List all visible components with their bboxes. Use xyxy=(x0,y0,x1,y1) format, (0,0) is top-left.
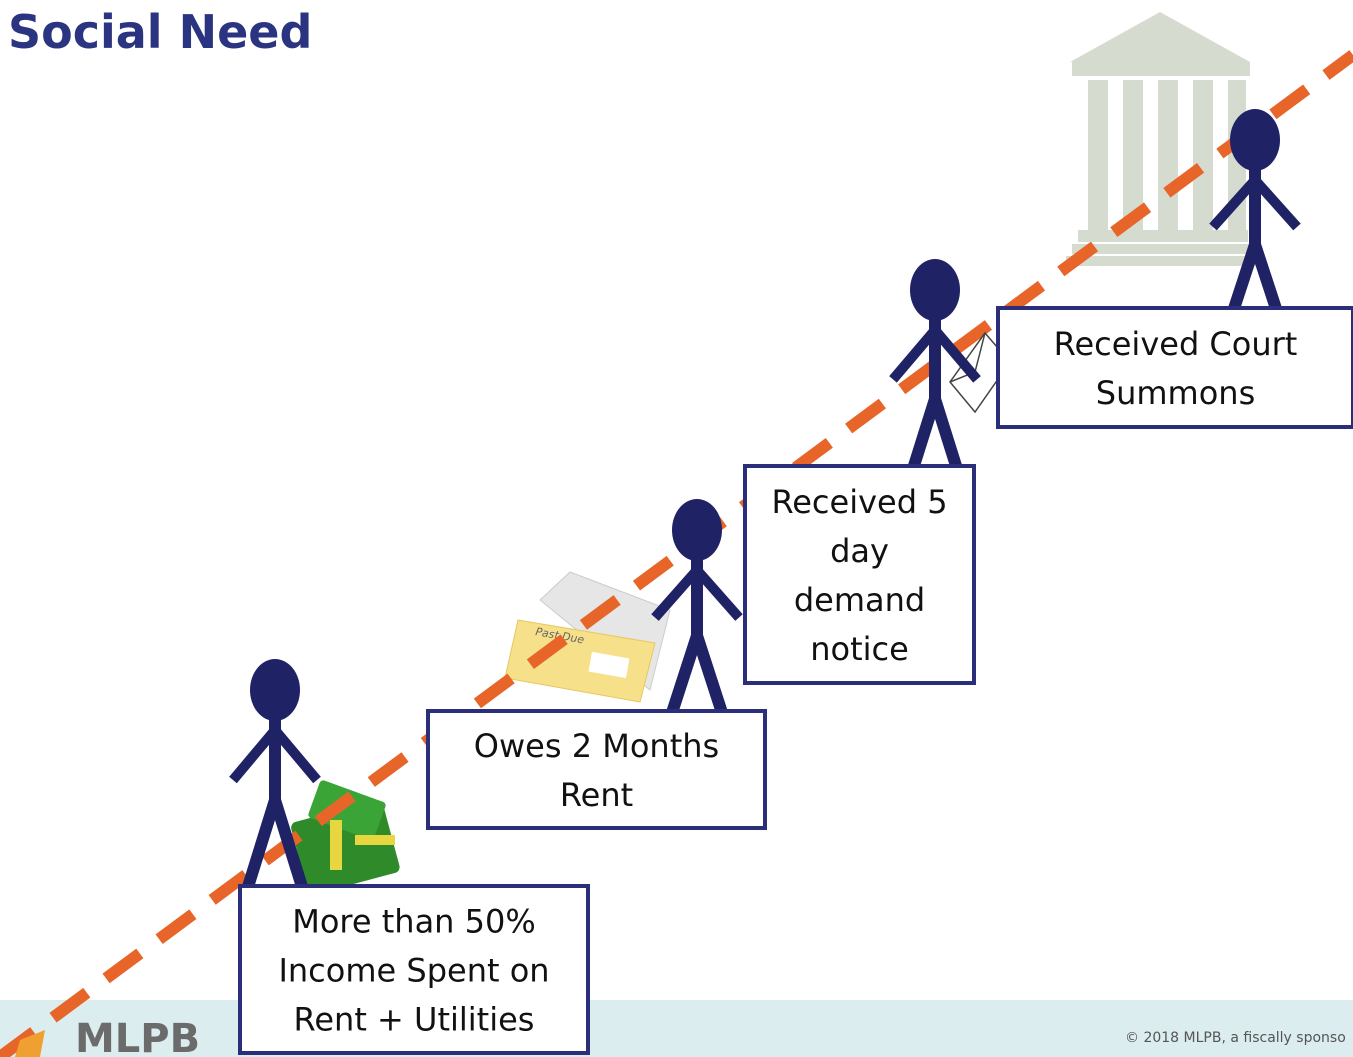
legs xyxy=(1221,225,1289,332)
step-box: Owes 2 Months Rent xyxy=(426,709,767,830)
box-frame xyxy=(238,884,590,1055)
head xyxy=(1230,109,1280,171)
box-line: demand xyxy=(794,581,925,619)
box-line: More than 50% xyxy=(292,903,536,941)
arms xyxy=(1209,172,1301,231)
stick-figure xyxy=(651,499,743,724)
arms xyxy=(229,722,321,784)
box-line: Income Spent on xyxy=(278,952,549,990)
past-due-envelopes: Past Due xyxy=(504,571,671,703)
box-line: Rent + Utilities xyxy=(294,1001,535,1039)
step-box: Received Court Summons xyxy=(996,306,1353,429)
logo-text: MLPB xyxy=(75,1016,200,1057)
copyright: © 2018 MLPB, a fiscally sponso xyxy=(1125,1030,1346,1046)
arms xyxy=(651,562,743,621)
head xyxy=(910,259,960,321)
slide-title: Social Need xyxy=(8,5,312,59)
head xyxy=(672,499,722,561)
footer-bar xyxy=(0,1000,1353,1057)
stick-figures xyxy=(229,109,1301,892)
legs xyxy=(901,378,969,490)
logo: MLPB xyxy=(15,1016,200,1057)
head xyxy=(250,659,300,721)
box-line: Received 5 xyxy=(771,483,947,521)
stick-figure xyxy=(1209,109,1301,332)
trend-line xyxy=(0,50,1353,1057)
box-line: Rent xyxy=(560,776,633,814)
box-frame xyxy=(996,306,1353,429)
box-line: Received Court xyxy=(1054,325,1298,363)
box-line: notice xyxy=(810,630,909,668)
box-line: Summons xyxy=(1096,374,1255,412)
box-frame xyxy=(426,709,767,830)
box-frame xyxy=(743,464,976,685)
legs xyxy=(663,616,731,724)
arms xyxy=(889,322,981,383)
step-boxes: More than 50% Income Spent on Rent + Utili… xyxy=(238,306,1353,1055)
stick-figure xyxy=(229,659,321,892)
box-line: day xyxy=(830,532,889,570)
box-line: Owes 2 Months xyxy=(474,727,719,765)
stick-figure xyxy=(889,259,981,490)
step-box: More than 50% Income Spent on Rent + Utili… xyxy=(238,884,590,1055)
money-stack xyxy=(291,780,400,895)
step-box: Received 5 day demand notice xyxy=(743,464,976,685)
legs xyxy=(241,779,309,892)
